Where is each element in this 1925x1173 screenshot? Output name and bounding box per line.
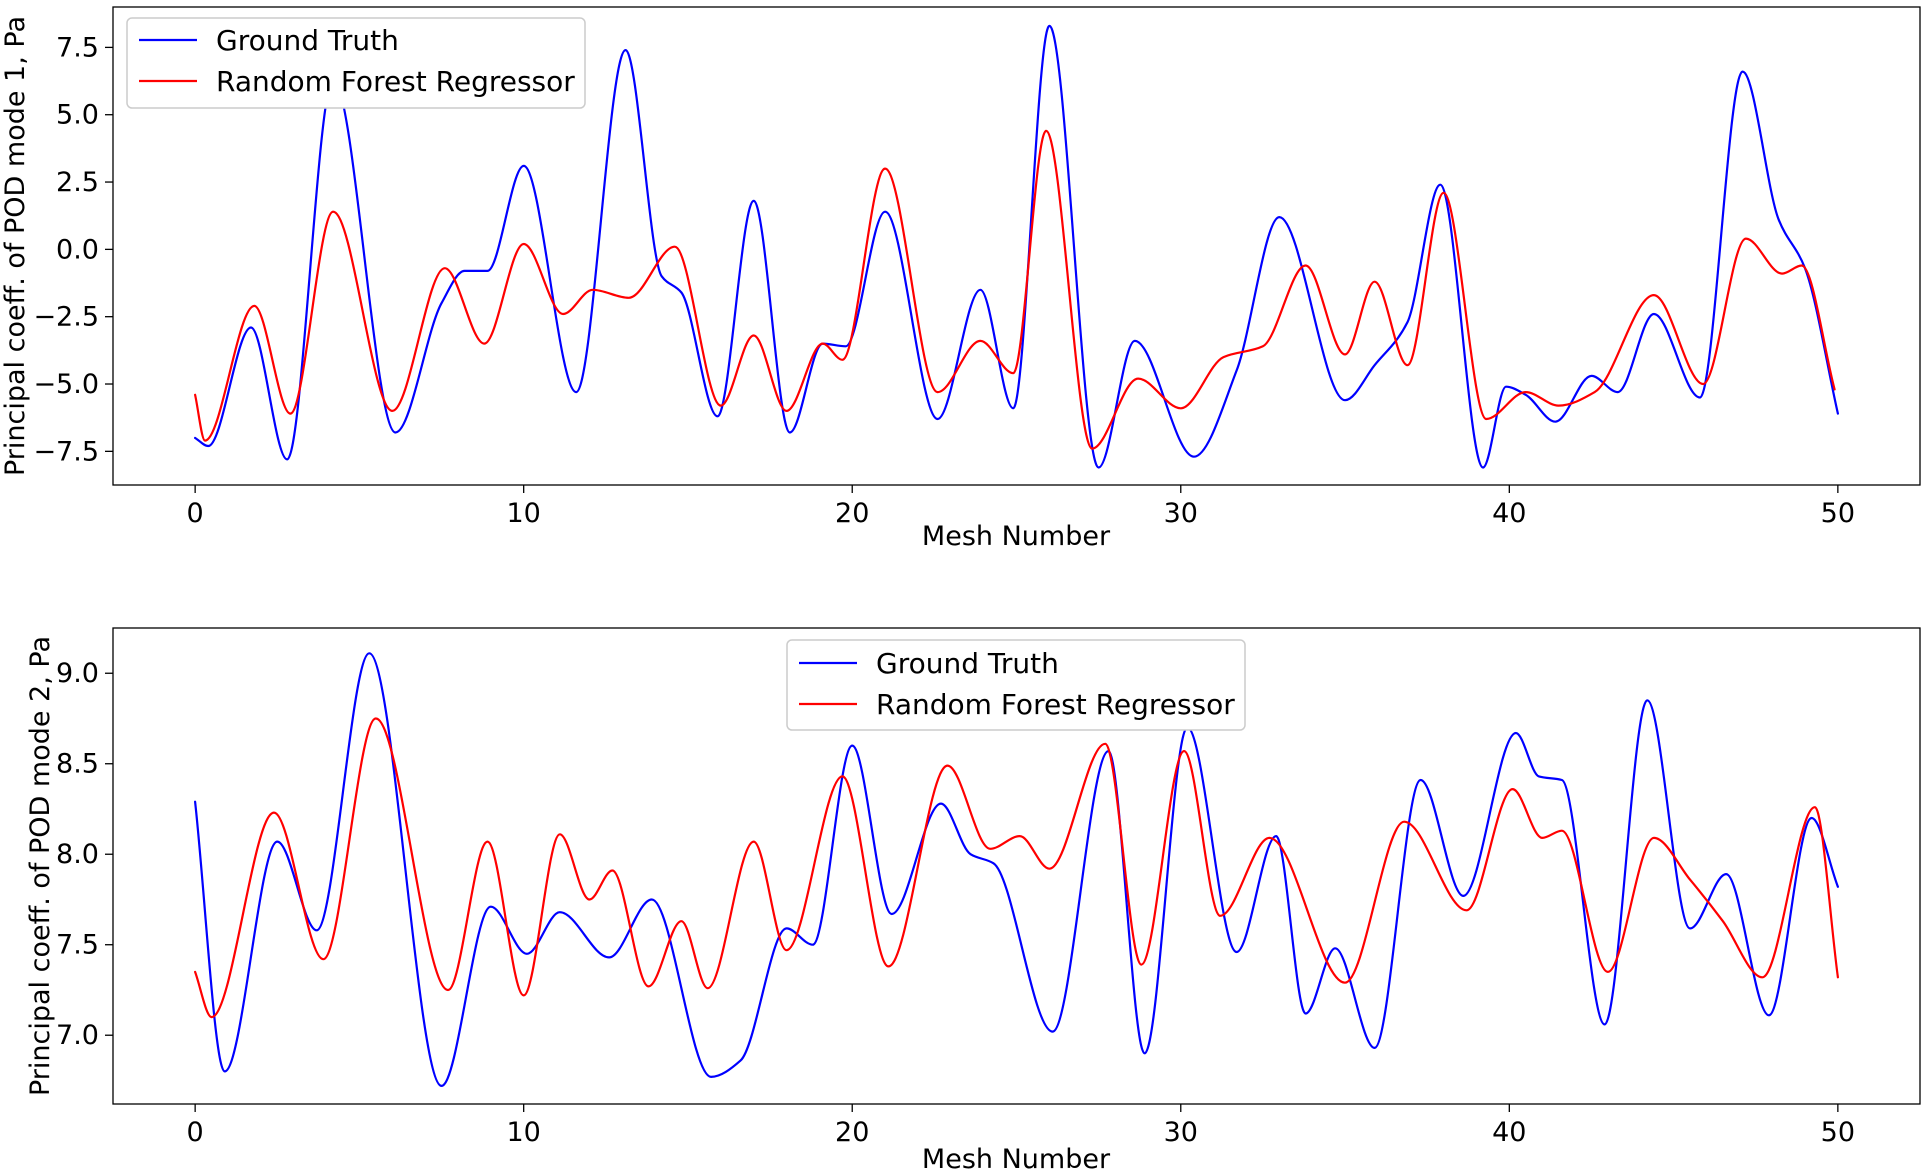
legend-box bbox=[126, 17, 586, 109]
series-line-random-forest bbox=[194, 129, 1836, 450]
x-tick-label: 40 bbox=[1492, 1117, 1526, 1148]
chart-pod-mode-2: 0 10 20 30 40 50 7.0 7.5 8.0 8.5 9.0 Mesh Number P… bbox=[25, 627, 1921, 1173]
y-axis-label: Principal coeff. of POD mode 2, Pa bbox=[25, 636, 56, 1096]
plot-layer bbox=[194, 24, 1839, 469]
legend-label-random-forest: Random Forest Regressor bbox=[876, 688, 1235, 721]
x-tick-label: 10 bbox=[507, 1117, 541, 1148]
series-line-ground-truth bbox=[194, 652, 1839, 1087]
x-tick-label: 0 bbox=[187, 498, 204, 529]
y-tick-label: 0.0 bbox=[56, 234, 99, 265]
x-tick-label: 50 bbox=[1821, 498, 1855, 529]
x-tick-label: 10 bbox=[507, 498, 541, 529]
x-tick-label: 40 bbox=[1492, 498, 1526, 529]
series-line-random-forest bbox=[194, 717, 1839, 1019]
y-tick-label: 9.0 bbox=[56, 658, 99, 689]
axes-frame bbox=[112, 6, 1921, 486]
y-tick-label: −7.5 bbox=[33, 436, 99, 467]
series-line-ground-truth bbox=[194, 24, 1839, 469]
y-axis-label: Principal coeff. of POD mode 1, Pa bbox=[0, 16, 31, 476]
y-tick-label: 8.5 bbox=[56, 749, 99, 780]
y-tick-label: 7.5 bbox=[56, 32, 99, 63]
axes-frame bbox=[112, 627, 1921, 1105]
x-axis-label: Mesh Number bbox=[922, 521, 1111, 552]
legend-label-random-forest: Random Forest Regressor bbox=[216, 65, 575, 98]
legend-label-ground-truth: Ground Truth bbox=[876, 647, 1059, 680]
y-tick-label: 2.5 bbox=[56, 167, 99, 198]
y-tick-label: 8.0 bbox=[56, 839, 99, 870]
x-tick-label: 20 bbox=[835, 1117, 869, 1148]
x-tick-label: 30 bbox=[1164, 498, 1198, 529]
x-axis-label: Mesh Number bbox=[922, 1144, 1111, 1173]
x-tick-label: 30 bbox=[1164, 1117, 1198, 1148]
y-tick-label: 5.0 bbox=[56, 100, 99, 131]
y-tick-label: −2.5 bbox=[33, 302, 99, 333]
ticks-layer: 0 10 20 30 40 50 7.0 7.5 8.0 8.5 9.0 bbox=[56, 658, 1855, 1148]
ticks-layer: 0 10 20 30 40 50 −7.5 −5.0 −2.5 0.0 2.5 5.0 7.5 bbox=[33, 32, 1855, 529]
legend: Ground Truth Random Forest Regressor bbox=[786, 639, 1246, 731]
y-tick-label: 7.5 bbox=[56, 930, 99, 961]
legend-box bbox=[786, 639, 1246, 731]
y-tick-label: −5.0 bbox=[33, 369, 99, 400]
legend: Ground Truth Random Forest Regressor bbox=[126, 17, 586, 109]
x-tick-label: 50 bbox=[1821, 1117, 1855, 1148]
chart-pod-mode-1: 0 10 20 30 40 50 −7.5 −5.0 −2.5 0.0 2.5 5.0 7.5 Mesh… bbox=[0, 6, 1921, 552]
plot-layer bbox=[194, 652, 1839, 1087]
x-tick-label: 0 bbox=[187, 1117, 204, 1148]
x-tick-label: 20 bbox=[835, 498, 869, 529]
y-tick-label: 7.0 bbox=[56, 1020, 99, 1051]
legend-label-ground-truth: Ground Truth bbox=[216, 24, 399, 57]
